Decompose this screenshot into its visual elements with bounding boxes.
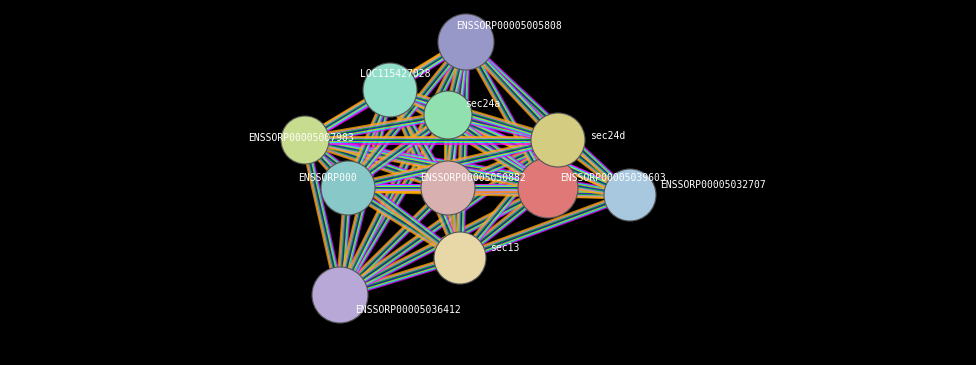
Text: ENSSORP00005036412: ENSSORP00005036412 xyxy=(355,305,461,315)
Ellipse shape xyxy=(531,113,585,167)
Text: ENSSORP000: ENSSORP000 xyxy=(298,173,357,183)
Ellipse shape xyxy=(438,14,494,70)
Ellipse shape xyxy=(424,91,472,139)
Text: LOC115427028: LOC115427028 xyxy=(360,69,430,79)
Ellipse shape xyxy=(421,161,475,215)
Text: sec13: sec13 xyxy=(490,243,519,253)
Text: ENSSORP00005005808: ENSSORP00005005808 xyxy=(456,21,562,31)
Ellipse shape xyxy=(363,63,417,117)
Text: sec24a: sec24a xyxy=(465,99,501,109)
Text: ENSSORP00005039603: ENSSORP00005039603 xyxy=(560,173,666,183)
Text: ENSSORP00005050882: ENSSORP00005050882 xyxy=(420,173,526,183)
Text: sec24d: sec24d xyxy=(590,131,626,141)
Ellipse shape xyxy=(434,232,486,284)
Ellipse shape xyxy=(518,158,578,218)
Ellipse shape xyxy=(281,116,329,164)
Ellipse shape xyxy=(321,161,375,215)
Ellipse shape xyxy=(604,169,656,221)
Text: ENSSORP00005032707: ENSSORP00005032707 xyxy=(660,180,766,190)
Text: ENSSORP00005007983: ENSSORP00005007983 xyxy=(248,133,353,143)
Ellipse shape xyxy=(312,267,368,323)
